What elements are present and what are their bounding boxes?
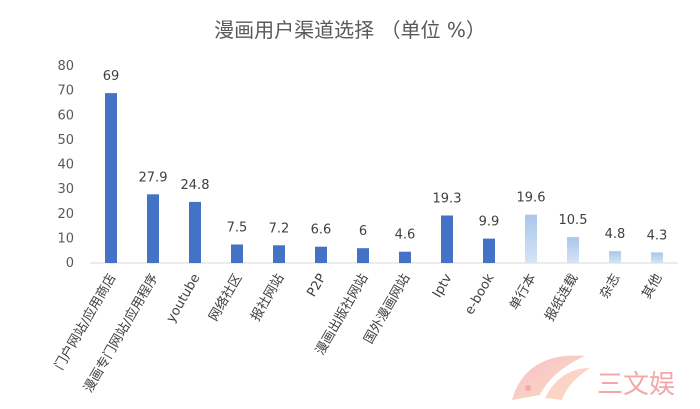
x-category-label: 报纸连载 [542,271,582,324]
x-category-label: 其他 [639,272,665,302]
bar [231,244,243,263]
y-tick-label: 80 [57,59,74,74]
bar [189,201,201,263]
chart-title: 漫画用户渠道选择 （单位 %） [214,18,486,42]
bar [483,238,495,263]
y-tick-label: 60 [57,108,74,123]
x-category-label: 报社网站 [248,271,288,324]
x-category-label: e-book [462,271,497,317]
y-tick-label: 40 [57,158,74,173]
y-tick-label: 20 [57,207,74,222]
data-label: 19.3 [433,192,462,207]
data-label: 19.6 [517,191,546,206]
x-category-label: 漫画专门网站/应用程序 [80,271,161,395]
x-category-label: youtube [164,272,204,326]
bar [399,251,411,263]
x-category-label: 杂志 [597,272,623,302]
data-label: 4.6 [395,228,416,243]
bar [651,252,663,263]
bar [315,246,327,263]
data-label: 4.8 [605,227,626,242]
data-label: 27.9 [139,170,168,185]
bar [441,215,453,263]
bar [105,93,117,263]
watermark-text: 三文娱 [597,370,675,400]
bar [609,251,621,263]
x-category-label: 网络社区 [206,271,246,324]
x-category-label: Iptv [430,271,456,300]
data-label: 6.6 [311,223,332,238]
data-label: 4.3 [647,228,668,243]
data-label: 10.5 [559,213,588,228]
bar [273,245,285,263]
bar [567,237,579,263]
bar [147,194,159,263]
y-tick-label: 0 [66,256,74,271]
y-tick-label: 30 [57,182,74,197]
data-label: 7.2 [269,221,290,236]
watermark-logo [512,355,590,400]
x-category-label: 单行本 [507,272,539,313]
x-category-label: P2P [304,271,329,299]
y-tick-label: 70 [57,84,74,99]
data-label: 24.8 [181,178,210,193]
y-tick-label: 50 [57,133,74,148]
data-label: 69 [103,69,120,84]
bar [357,248,369,263]
bar [525,214,537,263]
data-label: 9.9 [479,215,500,230]
data-label: 7.5 [227,221,248,236]
y-tick-label: 10 [57,231,74,246]
data-label: 6 [359,224,367,239]
